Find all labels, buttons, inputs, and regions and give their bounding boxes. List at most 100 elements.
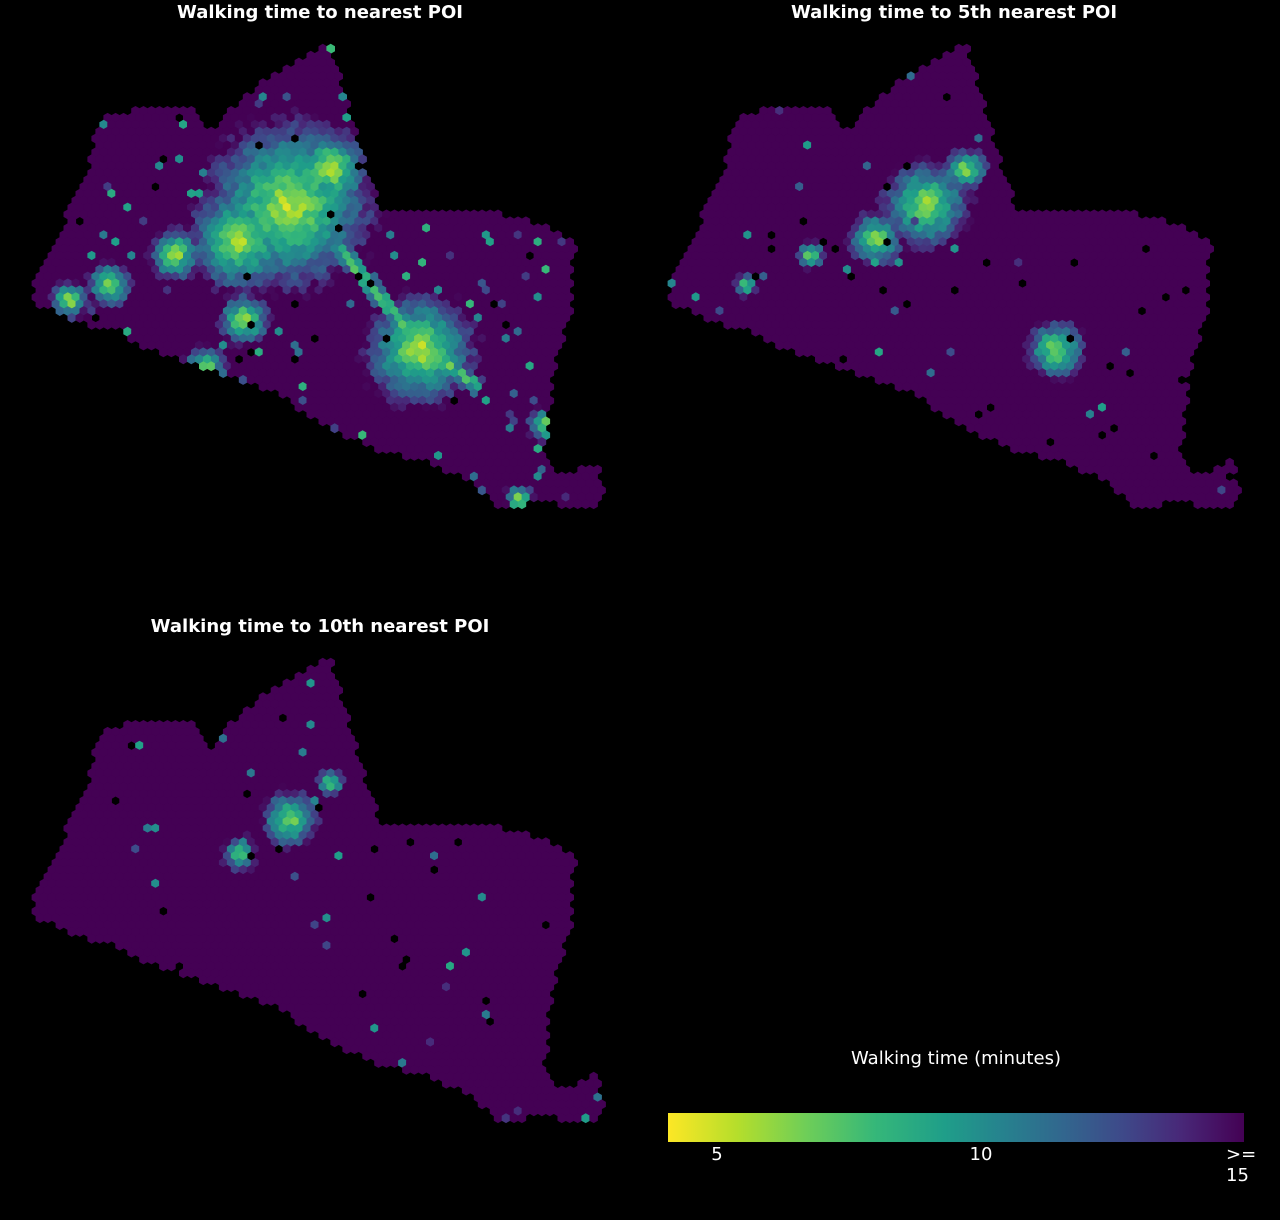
hex-cell (1082, 457, 1091, 468)
hex-cell (1042, 347, 1051, 358)
hex-cell (842, 333, 852, 344)
hex-cell (306, 395, 316, 406)
hex-cell (501, 485, 511, 496)
hex-cell (910, 188, 920, 199)
hex-cell (167, 209, 176, 220)
hex-cell (1193, 250, 1203, 261)
hex-cell (202, 340, 212, 351)
hex-cell (986, 278, 995, 289)
hex-cell (838, 230, 848, 241)
hex-cell (91, 271, 100, 282)
hex-cell (954, 195, 963, 206)
hex-cell (707, 250, 717, 261)
hex-cell (846, 147, 856, 158)
hex-cell (759, 188, 768, 199)
hex-cell (894, 285, 904, 296)
hex-cell (874, 237, 884, 247)
hex-cell (1177, 250, 1187, 261)
hex-cell (442, 257, 451, 268)
hex-cell (290, 119, 300, 130)
hex-cell (163, 313, 172, 323)
hex-cell (1066, 361, 1075, 372)
hex-cell (262, 292, 272, 303)
hex-cell (1038, 257, 1047, 268)
hex-cell (958, 326, 967, 337)
hex-cell (442, 464, 451, 475)
hex-cell (942, 202, 952, 213)
hex-cell (755, 209, 764, 220)
hex-cell (179, 271, 188, 282)
hex-cell (342, 347, 351, 358)
hex-cell (838, 133, 848, 144)
hex-cell (55, 278, 65, 289)
hex-cell (954, 306, 963, 316)
hex-cell (842, 195, 852, 206)
hex-cell (338, 92, 347, 102)
hex-cell (366, 223, 375, 234)
hex-cell (1201, 250, 1210, 261)
hex-cell (739, 209, 748, 220)
hex-cell (1093, 437, 1103, 447)
hex-cell (1153, 485, 1163, 496)
hex-cell (942, 175, 952, 185)
hex-cell (123, 119, 132, 130)
hex-cell (398, 319, 407, 330)
hex-cell (394, 423, 403, 434)
hex-cell (1165, 285, 1175, 296)
hex-cell (862, 244, 872, 254)
hex-cell (1173, 326, 1183, 337)
hex-cell (962, 112, 971, 123)
hex-cell (43, 285, 53, 296)
hex-cell (473, 299, 483, 310)
hex-cell (481, 313, 491, 323)
hex-cell (775, 340, 784, 351)
hex-cell (850, 168, 860, 178)
hex-cell (127, 168, 136, 178)
hex-cell (354, 175, 363, 185)
hex-cell (894, 119, 904, 130)
hex-cell (517, 485, 527, 496)
hex-cell (167, 126, 176, 137)
hex-cell (982, 354, 991, 365)
hex-cell (882, 319, 892, 330)
hex-cell (938, 388, 948, 399)
hex-cell (306, 706, 316, 716)
hex-cell (894, 381, 904, 392)
hex-cell (1193, 264, 1203, 275)
hex-cell (990, 216, 999, 227)
hex-cell (537, 478, 547, 489)
hex-cell (477, 347, 487, 358)
hex-cell (1117, 326, 1127, 337)
hex-cell (1085, 271, 1095, 282)
hex-cell (382, 430, 391, 441)
hex-cell (890, 223, 900, 234)
hex-cell (926, 395, 936, 406)
hex-cell (735, 147, 744, 158)
hex-cell (1157, 478, 1167, 489)
hex-cell (238, 250, 248, 261)
hex-cell (481, 340, 491, 351)
hex-cell (850, 306, 860, 316)
hex-cell (390, 347, 399, 358)
hex-cell (934, 216, 944, 227)
hex-cell (334, 416, 343, 427)
hex-cell (739, 126, 748, 137)
hex-cell (743, 244, 752, 254)
hex-cell (438, 457, 447, 468)
hex-cell (1169, 223, 1179, 234)
hex-cell (374, 402, 383, 413)
hex-cell (1121, 471, 1131, 482)
hex-cell (501, 306, 511, 316)
hex-cell (143, 209, 152, 220)
hex-cell (262, 278, 272, 289)
hex-cell (739, 278, 748, 289)
hex-cell (167, 278, 176, 289)
hex-cell (759, 119, 768, 130)
hex-cell (1070, 230, 1079, 241)
hex-cell (699, 278, 709, 289)
hex-cell (326, 671, 335, 682)
hex-cell (230, 333, 240, 344)
hex-cell (815, 230, 824, 241)
hex-cell (254, 237, 264, 247)
hex-cell (167, 140, 176, 151)
